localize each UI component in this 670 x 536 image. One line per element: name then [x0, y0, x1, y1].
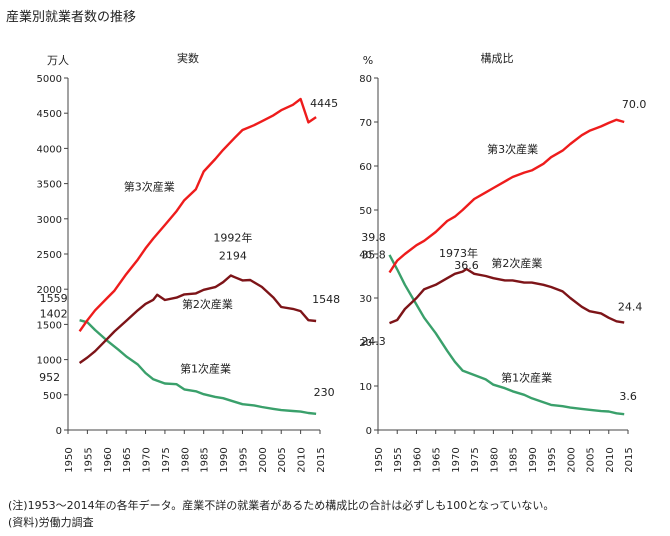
chart1-y-tick-label: 500 — [43, 391, 62, 402]
chart1-y-tick-label: 5000 — [37, 74, 62, 85]
chart1-annotation-label: 1402 — [40, 307, 68, 320]
chart1-y-tick-label: 3500 — [37, 180, 62, 191]
chart1-y-tick-label: 1000 — [37, 356, 62, 367]
chart2-y-axis-label: % — [363, 54, 373, 67]
chart1-x-tick-label: 1950 — [64, 447, 75, 472]
chart1-title: 実数 — [177, 51, 199, 65]
chart2-annotation-label: 第3次産業 — [487, 142, 538, 156]
chart2-x-tick-label: 2000 — [566, 447, 577, 472]
chart1-x-tick-label: 1985 — [200, 447, 211, 472]
chart2-y-tick-label: 0 — [366, 426, 372, 437]
chart1-x-tick-label: 2000 — [258, 447, 269, 472]
chart2-y-tick-label: 70 — [359, 118, 372, 129]
note-line: (注)1953〜2014年の各年データ。産業不詳の就業者があるため構成比の合計は… — [8, 499, 555, 512]
chart2-series-line-3 — [388, 118, 625, 274]
chart2-x-tick-label: 1985 — [509, 447, 520, 472]
chart1-x-tick-label: 1970 — [142, 447, 153, 472]
chart1-x-tick-label: 1955 — [83, 447, 94, 472]
chart1-series-line-2 — [78, 274, 317, 364]
chart2-annotation-label: 1973年 — [439, 246, 478, 260]
chart1-y-tick-label: 2000 — [37, 285, 62, 296]
chart2-x-tick-label: 1970 — [451, 447, 462, 472]
chart1-annotation-label: 230 — [314, 386, 335, 399]
chart1-y-tick-label: 1500 — [37, 320, 62, 331]
chart2-x-tick-label: 1980 — [489, 447, 500, 472]
chart2-x-tick-label: 1955 — [393, 447, 404, 472]
chart1-annotation-label: 4445 — [310, 97, 338, 110]
chart2-series-line-1 — [388, 254, 625, 416]
chart2-annotation-label: 36.6 — [454, 259, 479, 272]
chart1-x-tick-label: 2015 — [316, 447, 327, 472]
chart2-y-tick-label: 50 — [359, 206, 372, 217]
chart1-y-tick-label: 3000 — [37, 215, 62, 226]
chart1-y-tick-label: 4500 — [37, 109, 62, 120]
chart2-x-tick-label: 1960 — [412, 447, 423, 472]
chart2-annotation-label: 70.0 — [622, 98, 647, 111]
chart1-annotation-label: 1559 — [40, 292, 68, 305]
chart2-x-tick-label: 1990 — [528, 447, 539, 472]
chart2-series-line-2 — [389, 267, 625, 325]
chart1-annotation-label: 第3次産業 — [124, 180, 175, 194]
chart1-annotation-label: 1548 — [312, 293, 340, 306]
chart2-x-tick-label: 2010 — [605, 447, 616, 472]
chart2-annotation-label: 39.8 — [361, 231, 386, 244]
chart1-annotation-label: 952 — [39, 371, 60, 384]
chart1-annotation-label: 2194 — [219, 250, 247, 263]
chart1-y-tick-label: 2500 — [37, 250, 62, 261]
chart1-x-tick-label: 1980 — [180, 447, 191, 472]
chart2-annotation-label: 24.3 — [361, 335, 386, 348]
chart2-x-tick-label: 2005 — [586, 447, 597, 472]
chart2-y-tick-label: 60 — [359, 162, 372, 173]
chart2-x-tick-label: 1950 — [374, 447, 385, 472]
chart2-x-tick-label: 1995 — [547, 447, 558, 472]
chart1-x-tick-label: 1965 — [122, 447, 133, 472]
chart2-y-tick-label: 80 — [359, 74, 372, 85]
chart2-y-tick-label: 40 — [359, 250, 372, 261]
chart2-x-tick-label: 1975 — [470, 447, 481, 472]
chart2-annotation-label: 3.6 — [619, 390, 637, 403]
chart1-y-axis-label: 万人 — [47, 54, 69, 67]
chart2-annotation-label: 第1次産業 — [501, 371, 552, 385]
chart2-title: 構成比 — [481, 52, 514, 65]
chart1-x-tick-label: 2005 — [277, 447, 288, 472]
chart2-x-tick-label: 2015 — [624, 447, 635, 472]
chart1-x-tick-label: 1975 — [161, 447, 172, 472]
chart1-x-tick-label: 1990 — [219, 447, 230, 472]
chart1-x-tick-label: 2010 — [297, 447, 308, 472]
chart1-y-tick-label: 4000 — [37, 144, 62, 155]
chart2-y-tick-label: 20 — [359, 338, 372, 349]
chart1-x-tick-label: 1960 — [103, 447, 114, 472]
page-title: 産業別就業者数の推移 — [6, 10, 137, 25]
chart1-annotation-label: 第1次産業 — [180, 362, 231, 376]
chart1-annotation-label: 1992年 — [213, 231, 252, 245]
chart2-y-tick-label: 30 — [359, 294, 372, 305]
chart2-y-tick-label: 10 — [359, 382, 372, 393]
chart1-series-line-1 — [79, 319, 317, 415]
chart1-y-tick-label: 0 — [56, 426, 62, 437]
chart1-x-tick-label: 1995 — [238, 447, 249, 472]
chart2-annotation-label: 第2次産業 — [491, 256, 542, 270]
source-line: (資料)労働力調査 — [8, 516, 94, 529]
chart1-annotation-label: 第2次産業 — [182, 297, 233, 311]
chart2-annotation-label: 35.8 — [361, 248, 386, 261]
chart2-x-tick-label: 1965 — [432, 447, 443, 472]
chart2-annotation-label: 24.4 — [618, 301, 643, 314]
chart1-series-line-3 — [78, 97, 317, 332]
